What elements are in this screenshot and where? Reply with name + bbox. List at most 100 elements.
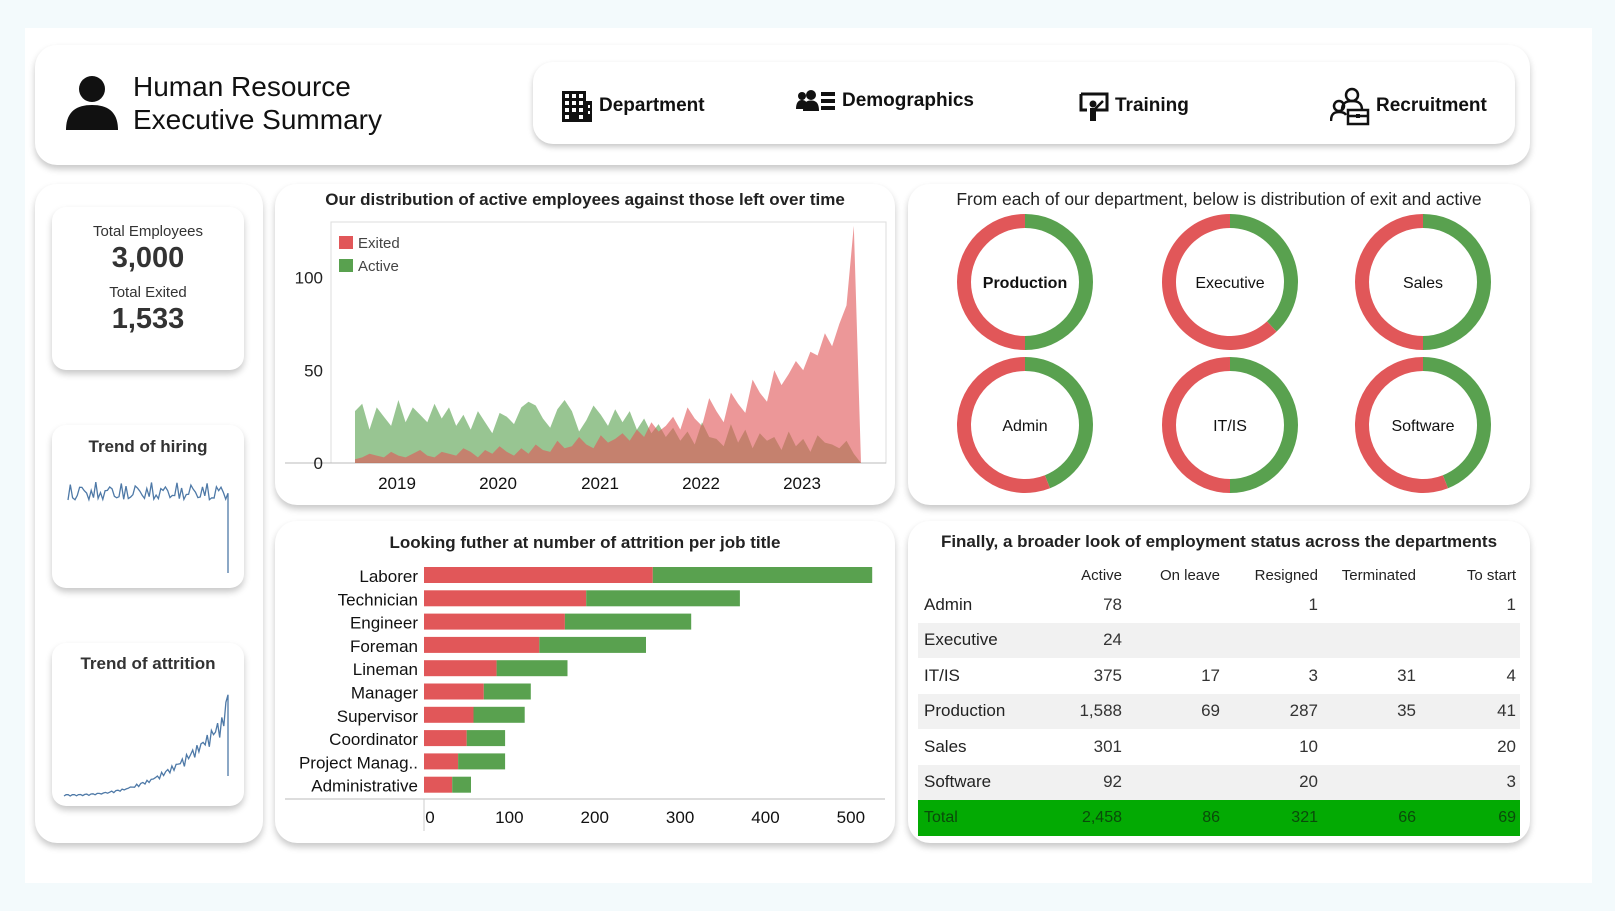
total-exited-label: Total Exited <box>109 284 187 301</box>
table-row: Production 1,588 69 287 35 41 <box>918 693 1520 729</box>
table-cell <box>1322 622 1420 658</box>
table-cell: 92 <box>1038 764 1126 800</box>
bar-active <box>652 567 873 583</box>
table-row: IT/IS 375 17 3 31 4 <box>918 658 1520 694</box>
donut-slice-active <box>1025 214 1093 350</box>
table-cell <box>1322 764 1420 800</box>
donut-label: Production <box>983 275 1067 292</box>
column-header: Resigned <box>1254 566 1318 584</box>
donut-slice-exited <box>956 357 1051 493</box>
donut-admin: Admin <box>956 357 1093 493</box>
table-cell: 4 <box>1506 665 1516 685</box>
recruit-icon <box>1330 86 1370 126</box>
table-cell <box>1224 622 1322 658</box>
category-label: Project Manag.. <box>299 753 418 772</box>
table-cell: 78 <box>1103 594 1122 614</box>
x-tick-label: 400 <box>751 808 779 827</box>
status-table-body: Admin 78 1 1 Executive 24 IT/IS 375 17 3 31 4 Produc… <box>918 587 1520 836</box>
donut-itis: IT/IS <box>1161 357 1298 493</box>
table-cell: 66 <box>1322 800 1420 836</box>
donut-slice-active <box>1423 214 1491 350</box>
area-series-exited <box>355 225 861 463</box>
y-tick-label: 100 <box>295 269 323 288</box>
donut-slice-exited <box>956 214 1025 350</box>
total-exited-value: 1,533 <box>111 303 185 335</box>
table-cell <box>1126 587 1224 623</box>
table-cell: 301 <box>1093 736 1122 756</box>
table-cell: 69 <box>1420 800 1520 836</box>
table-cell: 17 <box>1201 665 1220 685</box>
row-name: IT/IS <box>924 665 960 685</box>
y-tick-label: 50 <box>304 361 323 380</box>
column-header: On leave <box>1159 566 1220 584</box>
donut-panel-title: From each of our department, below is di… <box>956 189 1482 209</box>
table-cell <box>1126 729 1224 765</box>
nav-department-button[interactable]: Department <box>561 89 705 123</box>
attrition-sparkline <box>63 694 229 797</box>
nav-recruitment-label: Recruitment <box>1376 95 1487 116</box>
nav-recruitment-button[interactable]: Recruitment <box>1330 86 1487 126</box>
donut-slice-active <box>1025 357 1093 489</box>
department-donuts: Production Executive Sales Admin IT/IS Softwa… <box>956 214 1491 493</box>
nav-demographics-label: Demographics <box>842 90 974 111</box>
table-cell: 20 <box>1224 764 1322 800</box>
bar-exited <box>424 590 587 607</box>
row-name: Production <box>918 693 1038 729</box>
table-cell: 321 <box>1224 800 1322 836</box>
bar-active <box>473 706 525 723</box>
nav-bar <box>533 62 1515 144</box>
donut-label: Sales <box>1403 275 1443 292</box>
table-cell <box>1126 764 1224 800</box>
nav-department-label: Department <box>599 95 705 116</box>
bar-exited <box>424 683 484 700</box>
row-name: Executive <box>918 622 1038 658</box>
bar-exited <box>424 636 540 653</box>
status-table: Active On leave Resigned Terminated To s… <box>918 563 1520 836</box>
x-tick-label: 2020 <box>479 474 517 493</box>
x-tick-label: 300 <box>666 808 694 827</box>
donut-slice-exited <box>1354 214 1423 350</box>
table-row: Software 92 20 3 <box>918 764 1520 800</box>
table-cell: 287 <box>1224 693 1322 729</box>
nav-training-button[interactable]: Training <box>1079 90 1189 122</box>
attrition-trend-title: Trend of attrition <box>80 654 216 673</box>
y-tick-label: 0 <box>314 454 323 473</box>
column-header: To start <box>1466 566 1516 584</box>
category-label: Supervisor <box>337 707 419 726</box>
x-tick-label: 2022 <box>682 474 720 493</box>
table-cell: 20 <box>1497 736 1516 756</box>
x-tick-label: 0 <box>425 808 434 827</box>
total-employees-label: Total Employees <box>92 223 204 240</box>
area-chart-title: Our distribution of active employees aga… <box>325 190 845 209</box>
donut-label: Software <box>1391 418 1454 435</box>
table-cell: 2,458 <box>1038 800 1126 836</box>
category-label: Manager <box>351 684 418 703</box>
donut-executive: Executive <box>1162 214 1299 350</box>
legend-label-exited: Exited <box>358 235 400 252</box>
bar-exited <box>424 613 565 630</box>
row-name: Admin <box>924 594 973 614</box>
bar-active <box>564 613 692 630</box>
column-header: Active <box>1081 566 1122 584</box>
category-label: Administrative <box>311 777 418 796</box>
donut-slice-exited <box>1354 357 1449 493</box>
status-table-title: Finally, a broader look of employment st… <box>940 532 1498 551</box>
table-cell: 69 <box>1126 693 1224 729</box>
x-tick-label: 2021 <box>581 474 619 493</box>
legend-swatch-active <box>339 259 353 272</box>
page-title-line1: Human Resource <box>133 71 351 102</box>
table-total-row: Total 2,458 86 321 66 69 <box>918 800 1520 836</box>
nav-demographics-button[interactable]: Demographics <box>796 89 974 113</box>
column-header: Terminated <box>1341 566 1416 584</box>
table-cell <box>1322 729 1420 765</box>
table-row: Executive 24 <box>918 622 1520 658</box>
legend-swatch-exited <box>339 236 353 249</box>
row-name: Software <box>918 764 1038 800</box>
category-label: Coordinator <box>329 730 418 749</box>
building-icon <box>561 89 593 123</box>
area-chart: 0 50 100 2019 2020 2021 2022 2023 Exited Active <box>285 221 887 493</box>
table-cell: 41 <box>1420 693 1520 729</box>
table-cell: 31 <box>1397 665 1416 685</box>
table-row: Sales 301 10 20 <box>918 729 1520 765</box>
x-tick-label: 200 <box>581 808 609 827</box>
